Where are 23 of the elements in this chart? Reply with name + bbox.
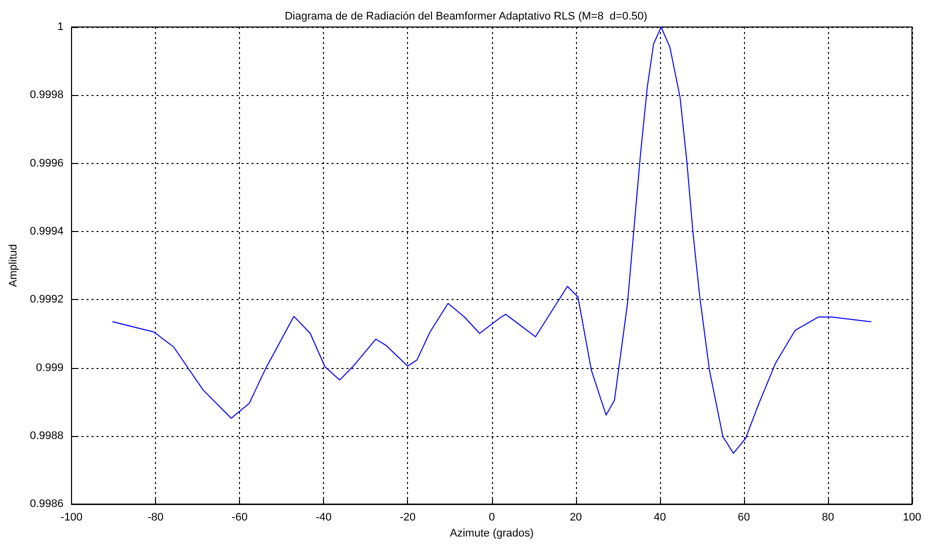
- y-tick-label: 0.9996: [30, 157, 64, 170]
- y-tick-label: 1: [57, 21, 64, 33]
- x-tick-label: 80: [822, 512, 834, 524]
- x-tick-label: -20: [400, 512, 416, 524]
- x-tick-label: 100: [902, 512, 922, 524]
- x-tick-label: 20: [570, 512, 582, 524]
- line-series: [112, 26, 872, 454]
- x-tick-label: 40: [654, 512, 666, 524]
- y-tick-label: 0.9992: [30, 294, 64, 306]
- x-axis-title: Azimute (grados): [450, 528, 534, 540]
- x-tick-label: 60: [738, 512, 750, 524]
- x-tick-label: -100: [60, 512, 83, 524]
- chart-title: Diagrama de de Radiación del Beamformer Adaptativo RLS (M=8 d=0.50): [284, 10, 648, 22]
- y-tick-label: 0.9988: [30, 430, 64, 442]
- y-tick-label: 0.9994: [30, 225, 64, 238]
- x-tick-label: -60: [232, 512, 248, 524]
- y-tick-label: 0.999: [36, 362, 64, 374]
- x-tick-label: 0: [488, 512, 495, 524]
- y-tick-label: 0.9986: [30, 498, 64, 510]
- y-tick-label: 0.9998: [30, 89, 64, 102]
- x-tick-label: -80: [148, 512, 164, 524]
- y-axis-title: Amplitud: [8, 244, 20, 287]
- x-tick-label: -40: [316, 512, 332, 524]
